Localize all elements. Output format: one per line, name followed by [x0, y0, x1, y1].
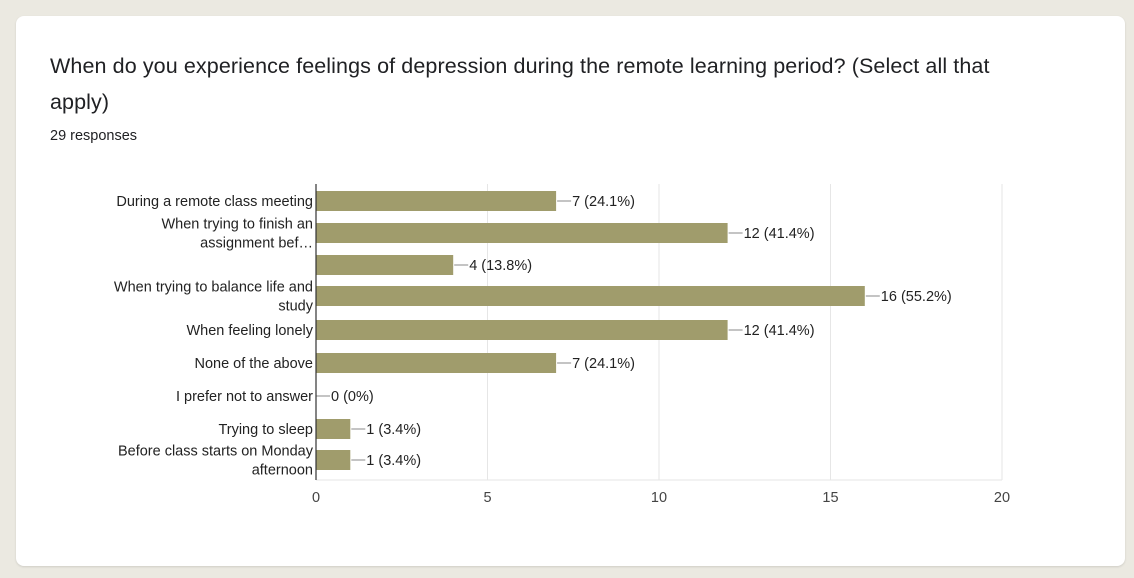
category-label-line: When trying to finish an — [161, 217, 313, 233]
bar-8 — [316, 450, 351, 470]
value-label-7: 1 (3.4%) — [366, 422, 421, 438]
bar-1 — [316, 223, 728, 243]
category-label-line: study — [278, 299, 313, 315]
category-label-line: When feeling lonely — [186, 323, 313, 339]
category-label-line: None of the above — [194, 356, 313, 372]
category-label-5: None of the above — [194, 356, 313, 372]
value-label-1: 12 (41.4%) — [744, 226, 815, 242]
value-label-3: 16 (55.2%) — [881, 289, 952, 305]
bar-0 — [316, 191, 557, 211]
value-label-5: 7 (24.1%) — [572, 356, 635, 372]
category-label-line: During a remote class meeting — [116, 194, 313, 210]
category-label-line: afternoon — [252, 463, 313, 479]
value-label-6: 0 (0%) — [331, 389, 374, 405]
category-label-4: When feeling lonely — [186, 323, 313, 339]
bar-3 — [316, 286, 865, 306]
x-tick-label-20: 20 — [994, 490, 1010, 506]
category-label-line: When trying to balance life and — [114, 280, 313, 296]
category-label-3: When trying to balance life and study — [114, 280, 314, 315]
bar-5 — [316, 353, 557, 373]
category-label-line: Trying to sleep — [218, 422, 313, 438]
category-label-6: I prefer not to answer — [176, 389, 313, 405]
bar-2 — [316, 255, 454, 275]
x-tick-label-0: 0 — [312, 490, 320, 506]
value-label-0: 7 (24.1%) — [572, 194, 635, 210]
bar-chart: 7 (24.1%) During a remote class meeting 12… — [114, 184, 1010, 506]
bar-7 — [316, 419, 351, 439]
value-label-2: 4 (13.8%) — [469, 258, 532, 274]
category-label-7: Trying to sleep — [218, 422, 313, 438]
value-label-4: 12 (41.4%) — [744, 323, 815, 339]
category-label-line: assignment bef… — [200, 236, 313, 252]
category-label-0: During a remote class meeting — [116, 194, 313, 210]
question-title: When do you experience feelings of depre… — [50, 54, 990, 114]
bar-4 — [316, 320, 728, 340]
category-label-1: When trying to finish an assignment bef… — [161, 217, 313, 252]
x-tick-label-5: 5 — [483, 490, 491, 506]
category-label-line: Before class starts on Monday — [118, 444, 314, 460]
category-label-line: I prefer not to answer — [176, 389, 313, 405]
response-count: 29 responses — [50, 128, 138, 144]
x-tick-label-10: 10 — [651, 490, 667, 506]
x-tick-label-15: 15 — [822, 490, 838, 506]
category-label-8: Before class starts on Monday afternoon — [118, 444, 314, 479]
value-label-8: 1 (3.4%) — [366, 453, 421, 469]
chart-card: When do you experience feelings of depre… — [16, 16, 1125, 566]
